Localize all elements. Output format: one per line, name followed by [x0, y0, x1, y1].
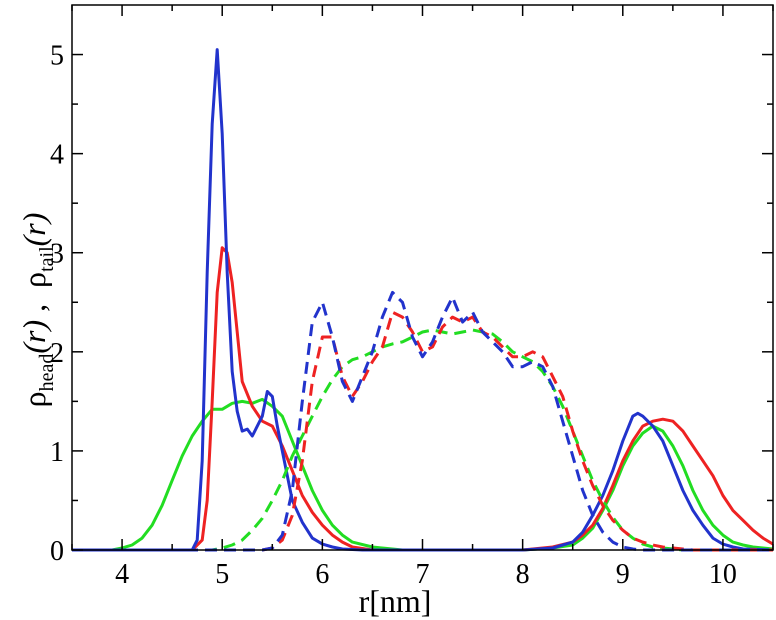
- series-line-1-solid: [72, 397, 774, 552]
- y-title-rho-tail: ρ: [16, 272, 52, 288]
- y-title-sub-tail: tail: [36, 246, 58, 272]
- series-line-2-solid: [72, 246, 774, 552]
- series-line-5-dashed: [72, 310, 773, 552]
- x-tick-label: 4: [115, 559, 129, 590]
- x-tick-label: 6: [315, 559, 329, 590]
- series-line-6-dashed: [72, 290, 773, 552]
- y-title-rho-head: ρ: [16, 391, 52, 407]
- y-tick-label: 2: [50, 338, 64, 369]
- x-tick-label: 7: [416, 559, 430, 590]
- series-line-3-solid: [72, 48, 774, 552]
- x-tick-label: 5: [215, 559, 229, 590]
- y-tick-label: 1: [50, 437, 64, 468]
- x-tick-label: 8: [516, 559, 530, 590]
- x-axis-title: r[nm]: [359, 583, 432, 619]
- series-layer: [72, 48, 774, 552]
- y-title-arg-tail: (r): [16, 213, 52, 247]
- y-title-separator: ,: [16, 288, 52, 320]
- x-tick-label: 9: [616, 559, 630, 590]
- y-tick-label: 0: [50, 536, 64, 567]
- ticks-layer: [71, 5, 774, 551]
- labels-layer: 4 5 6 7 8 9 10 0 1 2 3 4 5: [50, 41, 737, 590]
- y-axis-title: ρhead(r) , ρtail(r): [16, 213, 58, 408]
- y-tick-label: 5: [50, 41, 64, 72]
- y-tick-label: 3: [50, 239, 64, 270]
- y-tick-label: 4: [50, 140, 64, 171]
- y-title-sub-head: head: [36, 354, 58, 392]
- y-title-arg-head: (r): [16, 320, 52, 354]
- x-tick-label: 10: [709, 559, 737, 590]
